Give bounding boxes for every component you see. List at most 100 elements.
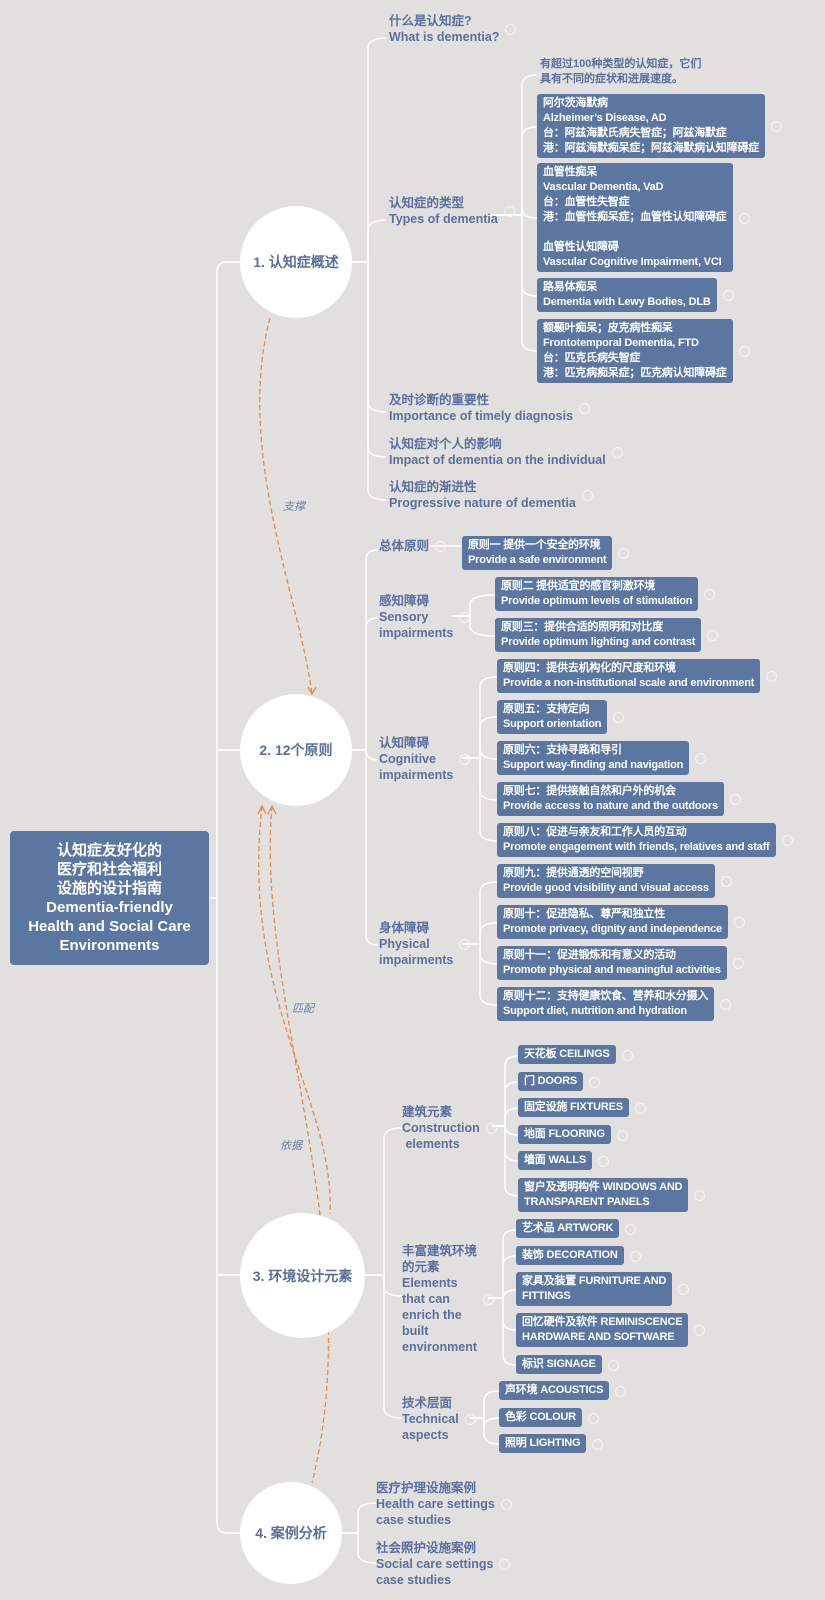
element-ceilings[interactable]: 天花板 CEILINGS [518,1045,616,1064]
type-lewy-bodies[interactable]: 路易体痴呆 Dementia with Lewy Bodies, DLB [537,278,717,312]
collapse-toggle-icon[interactable] [625,1223,637,1235]
collapse-toggle-icon[interactable] [483,1294,495,1305]
principle-2[interactable]: 原则二 提供适宜的感官刺激环境 Provide optimum levels o… [495,577,699,611]
collapse-toggle-icon[interactable] [499,1559,511,1570]
element-fixtures[interactable]: 固定设施 FIXTURES [518,1098,629,1117]
branch-design-elements[interactable]: 3. 环境设计元素 [240,1213,365,1338]
root-topic[interactable]: 认知症友好化的 医疗和社会福利 设施的设计指南 Dementia-friendl… [10,831,209,965]
collapse-toggle-icon[interactable] [607,1359,619,1371]
element-colour[interactable]: 色彩 COLOUR [499,1408,582,1427]
collapse-toggle-icon[interactable] [732,958,744,969]
principle-3[interactable]: 原则三：提供合适的照明和对比度 Provide optimum lighting… [495,618,702,652]
collapse-toggle-icon[interactable] [771,121,782,132]
topic-construction[interactable]: 建筑元素 Construction elements [402,1105,480,1151]
principle-4[interactable]: 原则四：提供去机构化的尺度和环境 Provide a non-instituti… [497,659,761,693]
collapse-toggle-icon[interactable] [581,490,593,501]
collapse-toggle-icon[interactable] [435,541,447,552]
collapse-toggle-icon[interactable] [707,630,719,641]
type-vascular[interactable]: 血管性痴呆 Vascular Dementia, VaD 台：血管性失智症 港：… [537,163,733,272]
collapse-toggle-icon[interactable] [704,589,716,600]
collapse-toggle-icon[interactable] [766,671,778,682]
collapse-toggle-icon[interactable] [459,939,471,950]
collapse-toggle-icon[interactable] [781,835,793,846]
collapse-toggle-icon[interactable] [634,1102,646,1114]
principle-7[interactable]: 原则七：提供接触自然和户外的机会 Provide access to natur… [497,782,724,816]
element-windows[interactable]: 窗户及透明构件 WINDOWS AND TRANSPARENT PANELS [518,1178,689,1212]
principle-5[interactable]: 原则五：支持定向 Support orientation [497,700,608,734]
collapse-toggle-icon[interactable] [589,1076,600,1088]
element-signage[interactable]: 标识 SIGNAGE [516,1355,602,1374]
collapse-toggle-icon[interactable] [738,212,750,224]
topic-progressive-nature[interactable]: 认知症的渐进性 Progressive nature of dementia [389,480,576,510]
collapse-toggle-icon[interactable] [505,24,517,35]
collapse-toggle-icon[interactable] [694,1325,706,1336]
topic-enrich[interactable]: 丰富建筑环境 的元素 Elements that can enrich the … [402,1244,478,1354]
collapse-toggle-icon[interactable] [611,447,623,458]
branch-overview[interactable]: 1. 认知症概述 [240,206,352,318]
element-decoration[interactable]: 装饰 DECORATION [516,1246,624,1265]
collapse-toggle-icon[interactable] [729,794,741,805]
topic-physical[interactable]: 身体障碍 Physical impairments [379,921,454,967]
collapse-toggle-icon[interactable] [720,999,732,1010]
topic-health-care-cases[interactable]: 医疗护理设施案例 Health care settings case studi… [376,1481,495,1527]
element-reminiscence[interactable]: 回忆硬件及软件 REMINISCENCE HARDWARE AND SOFTWA… [516,1313,689,1347]
collapse-toggle-icon[interactable] [592,1438,604,1450]
relation-label-match: 匹配 [292,1003,314,1015]
collapse-toggle-icon[interactable] [695,753,707,764]
branch-principles[interactable]: 2. 12个原则 [240,694,352,806]
principle-10[interactable]: 原则十：促进隐私、尊严和独立性 Promote privacy, dignity… [497,905,728,939]
collapse-toggle-icon[interactable] [464,1414,476,1425]
topic-sensory[interactable]: 感知障碍 Sensory impairments [379,594,454,640]
relation-arrow-icon [307,686,317,696]
element-furniture[interactable]: 家具及装置 FURNITURE AND FITTINGS [516,1272,673,1306]
collapse-toggle-icon[interactable] [597,1155,609,1167]
collapse-toggle-icon[interactable] [621,1049,633,1061]
collapse-toggle-icon[interactable] [587,1412,599,1424]
principle-1[interactable]: 原则一 提供一个安全的环境 Provide a safe environment [462,536,613,570]
collapse-toggle-icon[interactable] [503,206,515,217]
collapse-toggle-icon[interactable] [722,290,734,301]
topic-social-care-cases[interactable]: 社会照护设施案例 Social care settings case studi… [376,1541,494,1587]
topic-technical[interactable]: 技术层面 Technical aspects [402,1396,459,1442]
element-artwork[interactable]: 艺术品 ARTWORK [516,1219,620,1238]
collapse-toggle-icon[interactable] [459,612,471,623]
type-alzheimers[interactable]: 阿尔茨海默病 Alzheimer’s Disease, AD 台：阿兹海默氏病失… [537,94,765,158]
topic-timely-diagnosis[interactable]: 及时诊断的重要性 Importance of timely diagnosis [389,393,574,423]
type-frontotemporal[interactable]: 额颞叶痴呆；皮克病性痴呆 Frontotemporal Dementia, FT… [537,319,733,383]
cognitive-link [462,676,498,759]
collapse-toggle-icon[interactable] [678,1284,690,1295]
element-lighting[interactable]: 照明 LIGHTING [499,1434,587,1453]
topic-impact-individual[interactable]: 认知症对个人的影响 Impact of dementia on the indi… [389,437,606,467]
topic-types-of-dementia[interactable]: 认知症的类型 Types of dementia [389,196,498,226]
collapse-toggle-icon[interactable] [720,876,732,887]
topic-cognitive[interactable]: 认知障碍 Cognitive impairments [379,736,454,782]
collapse-toggle-icon[interactable] [738,346,750,357]
relation-label-basis: 依据 [280,1140,302,1152]
element-doors[interactable]: 门 DOORS [518,1072,583,1091]
element-flooring[interactable]: 地面 FLOORING [518,1125,611,1144]
collapse-toggle-icon[interactable] [579,403,591,414]
branch-case-studies[interactable]: 4. 案例分析 [240,1482,342,1584]
branch2-link [352,617,379,751]
collapse-toggle-icon[interactable] [618,548,630,559]
collapse-toggle-icon[interactable] [459,754,471,765]
cognitive-link [462,748,498,760]
element-walls[interactable]: 墙面 WALLS [518,1151,592,1170]
principle-9[interactable]: 原则九：提供通透的空间视野 Provide good visibility an… [497,864,715,898]
principle-8[interactable]: 原则八：促进与亲友和工作人员的互动 Promote engagement wit… [497,823,776,857]
topic-general-principle[interactable]: 总体原则 [379,539,430,553]
principle-6[interactable]: 原则六：支持寻路和导引 Support way-finding and navi… [497,741,690,775]
collapse-toggle-icon[interactable] [694,1190,706,1201]
principle-12[interactable]: 原则十二：支持健康饮食、营养和水分摄入 Support diet, nutrit… [497,987,715,1021]
collapse-toggle-icon[interactable] [733,917,745,928]
collapse-toggle-icon[interactable] [485,1123,497,1134]
collapse-toggle-icon[interactable] [615,1385,627,1397]
collapse-toggle-icon[interactable] [500,1499,512,1510]
collapse-toggle-icon[interactable] [629,1250,641,1262]
topic-what-is-dementia[interactable]: 什么是认知症? What is dementia? [389,14,500,44]
principle-11[interactable]: 原则十一：促进锻炼和有意义的活动 Promote physical and me… [497,946,727,980]
element-acoustics[interactable]: 声环境 ACOUSTICS [499,1381,610,1400]
relation-arrow-icon [257,804,277,815]
collapse-toggle-icon[interactable] [616,1129,628,1141]
collapse-toggle-icon[interactable] [613,712,625,723]
